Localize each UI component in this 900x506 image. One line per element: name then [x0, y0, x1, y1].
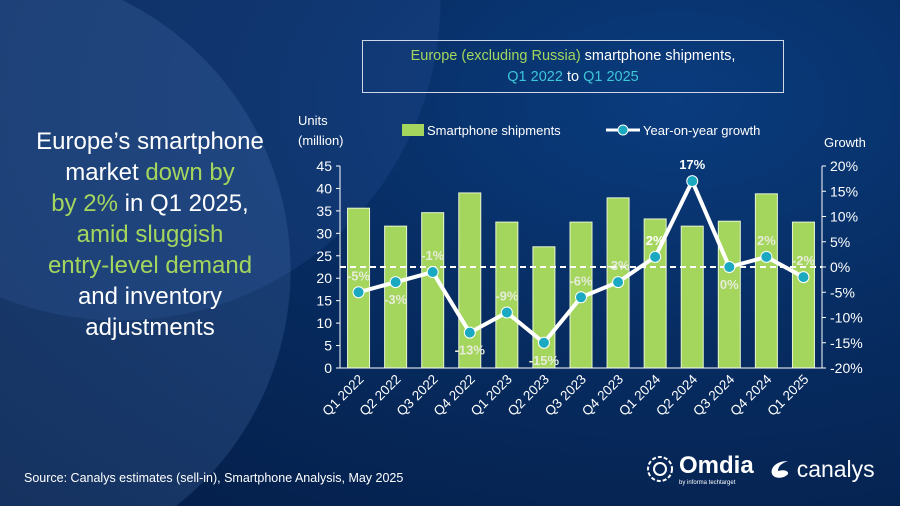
y-right-label: Growth	[824, 135, 866, 150]
y-right-tick-label: 15%	[830, 183, 858, 199]
growth-data-label: -15%	[529, 353, 560, 368]
title-part: to	[562, 69, 584, 85]
growth-data-label: 2%	[757, 233, 776, 248]
growth-point	[537, 336, 550, 349]
headline-highlight: amid sluggish	[76, 221, 224, 248]
legend-label-growth: Year-on-year growth	[643, 123, 760, 138]
bar	[680, 225, 704, 369]
headline-highlight: entry-level demand	[47, 252, 253, 279]
bar	[754, 193, 778, 369]
growth-data-label: -9%	[495, 288, 519, 303]
growth-data-label: -2%	[792, 253, 816, 268]
growth-data-label: -5%	[347, 268, 371, 283]
y-left-tick-label: 45	[316, 158, 332, 174]
canalys-mark-icon	[771, 461, 788, 478]
y-left-tick-label: 20	[316, 270, 332, 286]
y-left-tick-label: 15	[316, 293, 332, 309]
canalys-text: canalys	[796, 455, 875, 482]
y-left-tick-label: 10	[316, 315, 332, 331]
growth-point	[612, 276, 625, 289]
y-right-tick-label: -10%	[830, 310, 863, 326]
y-right-tick-label: -15%	[830, 335, 863, 351]
bar	[532, 246, 556, 369]
headline-highlight: down by	[145, 159, 235, 186]
growth-data-label: -3%	[607, 258, 631, 273]
growth-data-label: -1%	[421, 248, 445, 263]
legend-label-shipments: Smartphone shipments	[427, 123, 561, 138]
y-left-tick-label: 35	[316, 203, 332, 219]
y-left-tick-label: 40	[316, 180, 332, 196]
headline-line: Europe’s smartphone	[36, 128, 264, 155]
y-left-tick-label: 30	[316, 225, 332, 241]
y-left-label: Units	[298, 113, 328, 128]
headline-line: adjustments	[85, 314, 215, 341]
growth-data-label: 2%	[646, 233, 665, 248]
headline: Europe’s smartphone market down by by 2%…	[10, 126, 290, 343]
bar	[717, 220, 741, 369]
x-tick-label: Q1 2025	[764, 372, 811, 419]
chart-title: Europe (excluding Russia) smartphone shi…	[362, 40, 784, 93]
growth-data-label: -6%	[569, 273, 593, 288]
legend-marker	[617, 124, 629, 136]
y-right-tick-label: 0%	[830, 259, 850, 275]
canalys-logo: canalys	[768, 456, 875, 483]
growth-point	[760, 250, 773, 263]
growth-data-label: 17%	[679, 157, 705, 172]
omdia-swirl-icon	[647, 456, 673, 482]
y-left-tick-label: 25	[316, 248, 332, 264]
growth-point	[500, 306, 513, 319]
growth-point	[649, 250, 662, 263]
growth-point	[426, 266, 439, 279]
source-note: Source: Canalys estimates (sell-in), Sma…	[24, 471, 404, 485]
growth-point	[797, 271, 810, 284]
omdia-text: Omdia	[679, 452, 754, 479]
growth-point	[389, 276, 402, 289]
y-right-tick-label: -5%	[830, 284, 855, 300]
headline-text: market	[65, 159, 146, 186]
title-part: Europe (excluding Russia)	[410, 48, 581, 64]
omdia-logo: Omdia by informa techtarget	[645, 452, 754, 486]
title-part: smartphone shipments,	[580, 48, 736, 64]
y-right-tick-label: 20%	[830, 158, 858, 174]
y-right-tick-label: -20%	[830, 360, 863, 376]
title-part: Q1 2025	[583, 69, 639, 85]
growth-point	[575, 291, 587, 304]
y-left-tick-label: 5	[324, 338, 332, 354]
omdia-subtext: by informa techtarget	[679, 480, 736, 486]
y-right-tick-label: 10%	[830, 209, 858, 225]
growth-point	[686, 175, 699, 188]
y-left-label: (million)	[298, 133, 344, 148]
bar	[421, 212, 445, 369]
growth-point	[463, 326, 476, 339]
logos: Omdia by informa techtarget canalys	[645, 452, 890, 486]
growth-point	[352, 286, 365, 299]
headline-line: and inventory	[77, 283, 223, 310]
growth-data-label: -13%	[455, 343, 486, 358]
headline-highlight: by 2%	[51, 190, 118, 217]
growth-data-label: -3%	[384, 292, 408, 307]
title-part: Q1 2022	[507, 69, 563, 85]
headline-text: in Q1 2025,	[117, 190, 249, 217]
y-right-tick-label: 5%	[830, 234, 850, 250]
growth-data-label: 0%	[720, 277, 739, 292]
legend-bar-swatch	[402, 124, 424, 136]
y-left-tick-label: 0	[324, 360, 332, 376]
growth-point	[723, 261, 736, 273]
bar	[791, 221, 815, 369]
